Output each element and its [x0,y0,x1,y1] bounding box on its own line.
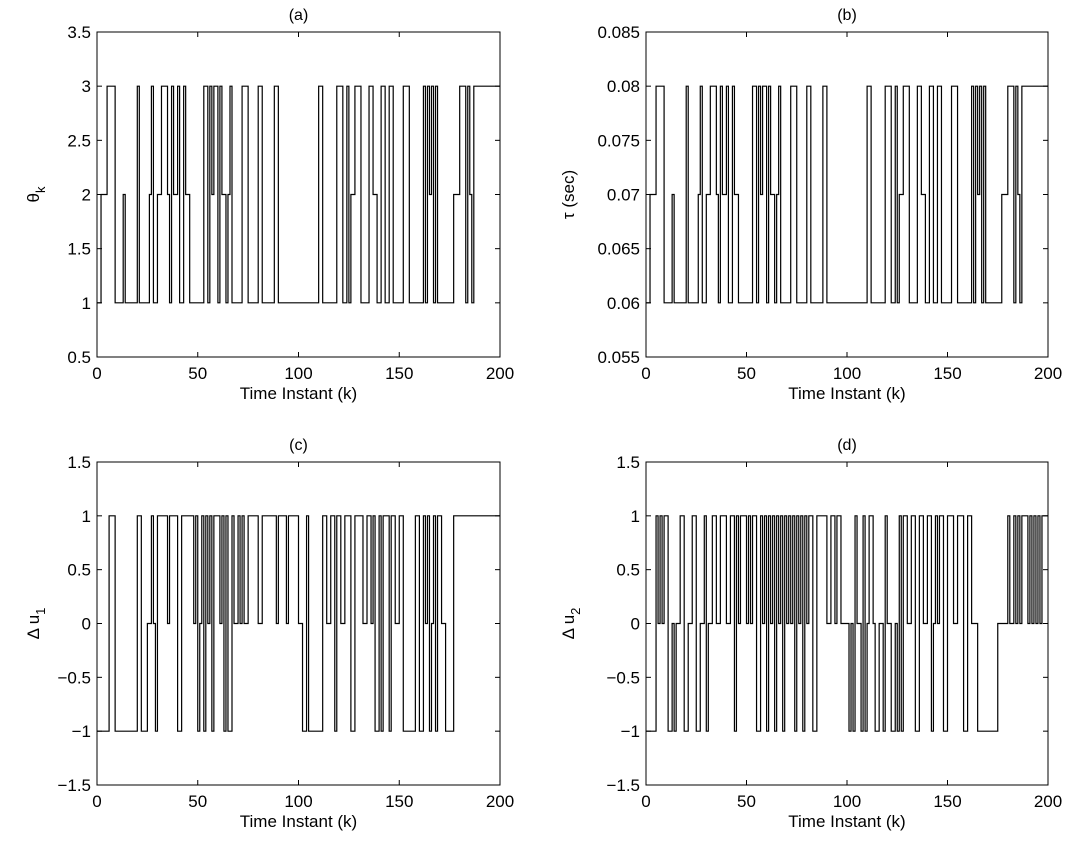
y-tick-label: 0 [82,615,91,634]
x-tick-label: 200 [486,364,514,383]
y-tick-label: 1 [82,294,91,313]
x-tick-label: 0 [641,792,650,811]
y-tick-label: −1 [621,722,640,741]
x-tick-label: 50 [737,364,756,383]
y-axis-label-main: τ (sec) [559,170,578,219]
x-tick-label: 150 [933,364,961,383]
y-axis-label-main: Δ u [559,615,578,640]
series-line [97,85,500,304]
y-tick-label: −0.5 [606,668,640,687]
x-tick-label: 100 [284,792,312,811]
y-tick-label: −0.5 [57,668,91,687]
panel-title: (b) [837,7,857,24]
x-axis-label: Time Instant (k) [788,812,905,831]
y-axis-label: Δ u1 [24,608,48,640]
y-axis-label-subscript: 1 [33,608,48,615]
x-axis-label: Time Instant (k) [788,384,905,403]
y-tick-label: 1.5 [67,453,91,472]
y-tick-label: 2.5 [67,131,91,150]
panel-title: (d) [837,437,857,454]
y-tick-label: 1 [631,507,640,526]
y-axis-label: θk [24,186,48,202]
x-tick-label: 200 [1034,792,1062,811]
x-tick-label: 50 [737,792,756,811]
x-tick-label: 100 [833,792,861,811]
y-axis-label-main: θ [24,193,43,202]
y-axis-label-main: Δ u [24,615,43,640]
y-tick-label: −1.5 [57,776,91,795]
y-tick-label: −1 [72,722,91,741]
panel-title: (c) [289,437,308,454]
y-tick-label: 0.085 [597,23,640,42]
y-tick-label: 0.5 [67,348,91,367]
panel-title: (a) [289,7,309,24]
x-tick-label: 200 [1034,364,1062,383]
y-tick-label: 1 [82,507,91,526]
y-tick-label: 0 [631,615,640,634]
y-tick-label: 1.5 [67,240,91,259]
series-line [646,515,1048,732]
y-tick-label: −1.5 [606,776,640,795]
y-tick-label: 0.08 [607,77,640,96]
x-tick-label: 200 [486,792,514,811]
y-tick-label: 0.06 [607,294,640,313]
y-tick-label: 0.065 [597,240,640,259]
series-line [97,515,500,732]
panel-b: 0 50 100 150 200 0.055 0.06 0.065 0.07 0.075 0.08 0… [559,7,1062,403]
x-tick-label: 50 [188,792,207,811]
x-tick-label: 100 [284,364,312,383]
x-tick-label: 50 [188,364,207,383]
x-tick-label: 0 [92,364,101,383]
y-tick-label: 0.075 [597,131,640,150]
x-tick-label: 150 [933,792,961,811]
y-axis-label-subscript: 2 [568,608,583,615]
panel-a: 0 50 100 150 200 0.5 1 1.5 2 2.5 3 3.5 (a) Time Insta… [24,7,514,403]
x-tick-label: 150 [385,364,413,383]
x-tick-label: 150 [385,792,413,811]
y-axis-label-subscript: k [33,186,48,193]
y-tick-label: 1.5 [616,453,640,472]
x-axis-label: Time Instant (k) [240,384,357,403]
panel-c: 0 50 100 150 200 −1.5 −1 −0.5 0 0.5 1 1.5 (c) Time In… [24,437,514,831]
series-line [646,85,1048,304]
x-tick-label: 0 [641,364,650,383]
y-axis-label: τ (sec) [559,170,578,219]
x-tick-label: 0 [92,792,101,811]
y-tick-label: 3.5 [67,23,91,42]
y-tick-label: 3 [82,77,91,96]
y-tick-label: 0.5 [67,561,91,580]
x-tick-label: 100 [833,364,861,383]
y-tick-label: 0.055 [597,348,640,367]
x-axis-label: Time Instant (k) [240,812,357,831]
y-axis-label: Δ u2 [559,608,583,640]
y-tick-label: 0.07 [607,186,640,205]
y-tick-label: 0.5 [616,561,640,580]
panel-d: 0 50 100 150 200 −1.5 −1 −0.5 0 0.5 1 1.5 (d) Time In… [559,437,1062,831]
y-tick-label: 2 [82,186,91,205]
